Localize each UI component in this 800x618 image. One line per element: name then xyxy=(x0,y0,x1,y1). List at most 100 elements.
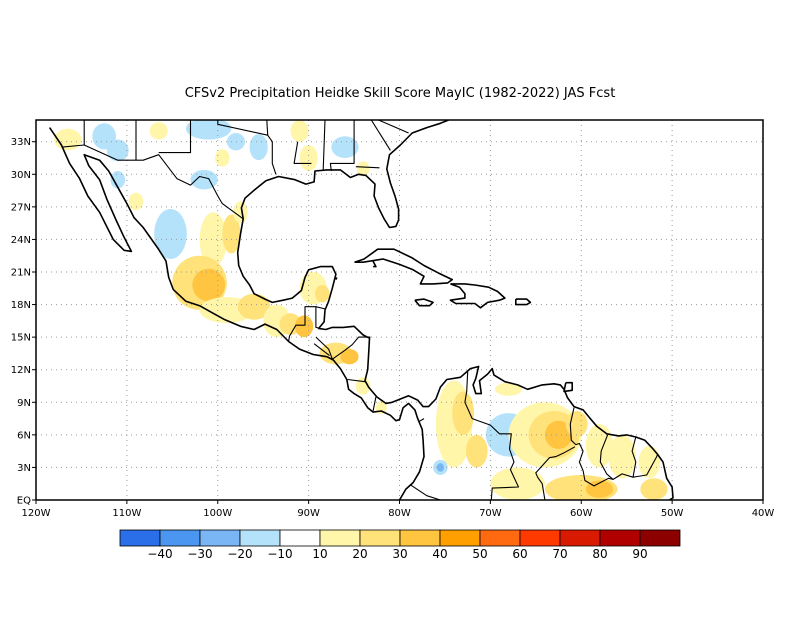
skill-blob xyxy=(638,445,661,479)
skill-blob xyxy=(192,268,226,302)
skill-blob xyxy=(128,192,144,211)
coastline xyxy=(563,381,574,393)
coastline xyxy=(335,277,338,280)
skill-blob xyxy=(233,201,248,224)
colorbar-label: 60 xyxy=(512,547,527,561)
lat-tick-label: 6N xyxy=(17,430,31,441)
border-line xyxy=(266,120,269,136)
lat-tick-label: 9N xyxy=(17,398,31,409)
border-line xyxy=(313,343,330,357)
latitude-axis: EQ 3N 6N 9N 12N 15N 18N 21N 24N 27N 30N 33N xyxy=(11,137,36,507)
colorbar-label: −10 xyxy=(267,547,292,561)
border-line xyxy=(464,371,520,500)
lat-tick-label: 33N xyxy=(11,137,31,148)
skill-blob xyxy=(294,315,314,338)
colorbar-label: 90 xyxy=(632,547,647,561)
colorbar-swatch xyxy=(279,529,321,547)
colorbar-label: 40 xyxy=(432,547,447,561)
skill-blob xyxy=(465,434,488,468)
skill-blob xyxy=(290,120,309,142)
border-line xyxy=(315,336,333,360)
border-line xyxy=(535,446,576,500)
skill-blob xyxy=(494,382,523,396)
colorbar-swatch xyxy=(159,529,201,547)
colorbar-swatch xyxy=(599,529,641,547)
skill-blob xyxy=(226,133,246,151)
border-line xyxy=(410,484,441,500)
colorbar-label: −40 xyxy=(147,547,172,561)
skill-blob xyxy=(640,478,668,500)
colorbar-label: 30 xyxy=(392,547,407,561)
colorbar-swatch xyxy=(119,529,161,547)
longitude-axis: 120W 110W 100W 90W 80W 70W 60W 50W 40W xyxy=(22,500,774,519)
lon-tick-label: 90W xyxy=(297,508,320,519)
lon-tick-label: 50W xyxy=(661,508,684,519)
skill-blob xyxy=(237,293,271,320)
border-line xyxy=(378,120,409,134)
colorbar-label: 20 xyxy=(352,547,367,561)
skill-blob xyxy=(544,420,573,449)
lat-tick-label: 3N xyxy=(17,463,31,474)
border-line xyxy=(62,144,244,220)
lat-tick-label: 27N xyxy=(11,202,31,213)
skill-blob xyxy=(190,169,218,190)
skill-blob xyxy=(340,349,359,365)
lon-tick-label: 100W xyxy=(203,508,232,519)
border-line xyxy=(569,407,614,487)
skill-blob xyxy=(149,122,168,140)
lat-tick-label: 24N xyxy=(11,235,31,246)
colorbar-label: 50 xyxy=(472,547,487,561)
colorbar-label: 80 xyxy=(592,547,607,561)
skill-blob xyxy=(299,144,318,172)
colorbar-swatch xyxy=(239,529,281,547)
skill-shading-layer xyxy=(54,120,668,500)
coastline xyxy=(449,283,506,309)
skill-blob xyxy=(110,171,126,189)
colorbar-label: −30 xyxy=(187,547,212,561)
colorbar-swatch xyxy=(439,529,481,547)
colorbar: −40 −30 −20 −10 10 20 30 40 50 60 70 80 90 xyxy=(119,529,681,561)
lat-tick-label: 18N xyxy=(11,300,31,311)
border-line xyxy=(293,141,312,164)
skill-blob xyxy=(608,434,636,479)
colorbar-swatch xyxy=(479,529,521,547)
lat-tick-label: 21N xyxy=(11,268,31,279)
skill-blob xyxy=(222,214,241,254)
skill-blob xyxy=(185,120,232,140)
coastlines xyxy=(48,120,674,500)
skill-blob xyxy=(106,139,129,162)
border-line xyxy=(370,120,391,151)
coastline xyxy=(372,260,377,268)
colorbar-swatch xyxy=(639,529,681,547)
colorbar-swatch xyxy=(399,529,441,547)
coastline xyxy=(354,248,454,285)
coastline xyxy=(48,127,425,500)
coastline xyxy=(236,120,674,500)
skill-blob xyxy=(314,285,330,303)
colorbar-label: 10 xyxy=(312,547,327,561)
lon-tick-label: 110W xyxy=(112,508,141,519)
skill-blob xyxy=(490,467,545,500)
coastline xyxy=(514,298,532,306)
border-line xyxy=(599,434,637,480)
colorbar-swatch xyxy=(199,529,241,547)
lon-tick-label: 80W xyxy=(388,508,411,519)
border-line xyxy=(355,166,380,169)
border-line xyxy=(322,120,326,170)
colorbar-swatch xyxy=(519,529,561,547)
border-line xyxy=(632,454,659,478)
skill-blob xyxy=(356,161,370,177)
coastline xyxy=(414,298,434,307)
border-line xyxy=(158,120,192,154)
lat-tick-label: EQ xyxy=(17,496,31,507)
skill-blob xyxy=(199,212,227,267)
lat-tick-label: 12N xyxy=(11,365,31,376)
political-borders xyxy=(62,120,659,500)
colorbar-swatch xyxy=(559,529,601,547)
colorbar-label: 70 xyxy=(552,547,567,561)
lon-tick-label: 70W xyxy=(479,508,502,519)
colorbar-label: −20 xyxy=(227,547,252,561)
lat-tick-label: 30N xyxy=(11,170,31,181)
graticule xyxy=(36,120,763,500)
